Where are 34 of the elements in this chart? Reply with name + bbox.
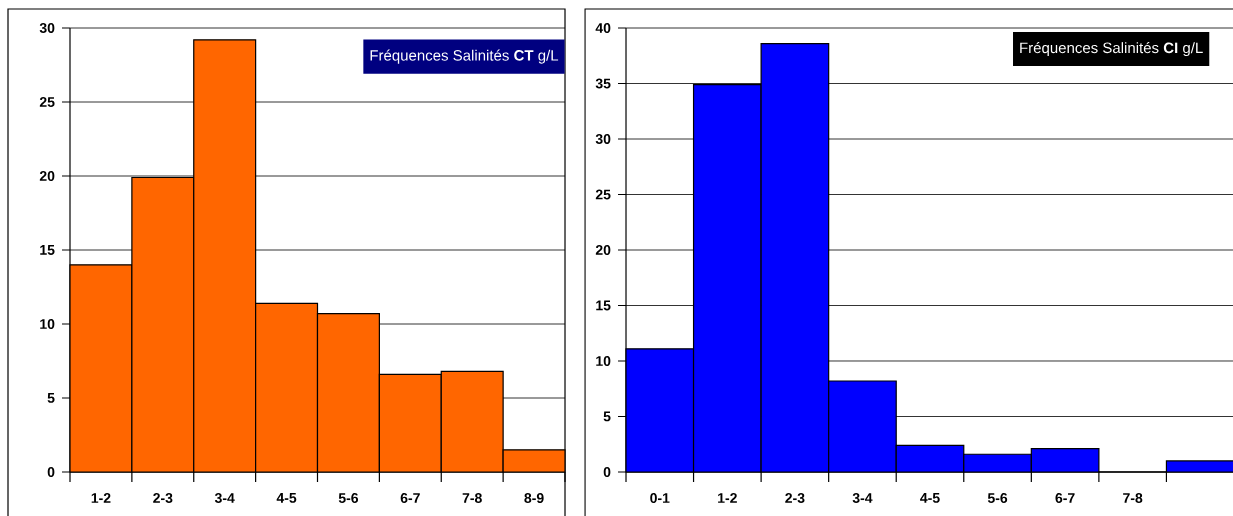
x-tick-label: 7-8 [1123, 493, 1143, 503]
x-tick-label: 0-1 [650, 493, 670, 503]
x-tick-label: 2-3 [785, 493, 805, 503]
text: Fréquences Salinités CT g/L [370, 49, 559, 64]
y-tick-label: 25 [39, 97, 55, 107]
x-tick-label: 1-2 [718, 493, 737, 503]
y-tick-label: 20 [595, 245, 611, 255]
y-tick-label: 20 [39, 171, 55, 181]
x-tick-label: 4-5 [920, 493, 940, 503]
y-tick-label: 0 [603, 467, 611, 477]
y-tick-label: 15 [596, 300, 611, 311]
y-tick-label: 25 [595, 189, 611, 200]
x-tick-label: 6-7 [400, 493, 420, 503]
x-tick-label: 3-4 [852, 493, 873, 503]
y-tick-label: 5 [47, 393, 55, 403]
x-tick-label: 6-7 [1055, 493, 1075, 503]
y-tick-label: 30 [595, 134, 611, 144]
text: Fréquences Salinités CI g/L [1020, 41, 1203, 57]
y-tick-label: 40 [595, 23, 611, 33]
y-tick-label: 15 [40, 245, 55, 255]
x-tick-label: 2-3 [153, 493, 173, 503]
x-tick-label: 3-4 [214, 493, 235, 503]
y-tick-label: 35 [595, 78, 611, 89]
y-tick-label: 5 [603, 411, 611, 422]
y-tick-label: 10 [596, 356, 611, 366]
x-tick-label: 8-9 [524, 493, 544, 503]
x-tick-label: 7-8 [462, 493, 482, 503]
y-tick-label: 30 [39, 23, 55, 33]
x-tick-label: 1-2 [91, 493, 111, 503]
y-tick-label: 0 [47, 467, 55, 477]
x-tick-label: 5-6 [987, 493, 1008, 503]
y-tick-label: 10 [40, 319, 55, 329]
x-tick-label: 5-6 [338, 493, 359, 503]
x-tick-label: 4-5 [276, 493, 297, 503]
